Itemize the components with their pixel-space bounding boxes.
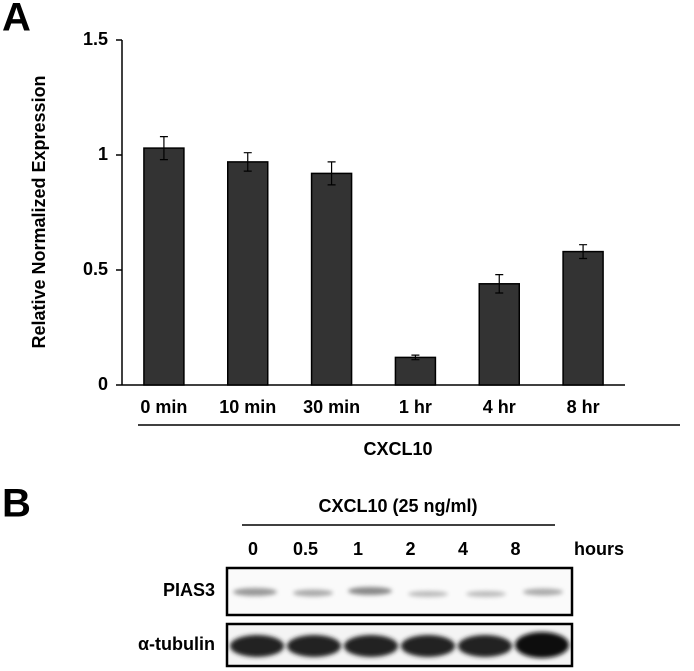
row-label: PIAS3 [163,580,215,600]
lane-label: 2 [405,539,415,559]
panel-label: B [2,482,31,526]
y-axis-label: Relative Normalized Expression [29,75,49,348]
lane-label: 4 [458,539,468,559]
bar [394,356,437,386]
error-bar [243,152,252,172]
lane-label: 0 [248,539,258,559]
group-label: CXCL10 [363,439,432,459]
x-tick-label: 10 min [219,397,276,417]
bar [478,283,520,386]
panel-label: A [2,0,31,40]
blot-box [225,622,574,668]
bar [310,172,353,386]
bar [562,250,604,386]
y-tick-label: 0.5 [83,259,108,279]
error-bar [159,136,168,161]
error-bar [411,354,420,361]
lane-label: 1 [353,539,363,559]
y-tick-label: 0 [98,374,108,394]
bar [227,161,269,386]
error-bar [579,244,588,260]
lane-unit: hours [574,539,624,559]
y-tick-label: 1 [98,144,108,164]
bar [143,147,185,386]
x-tick-label: 0 min [140,397,187,417]
blot-bands [230,587,569,658]
x-tick-label: 8 hr [567,397,600,417]
row-label: α-tubulin [138,634,215,654]
treatment-label: CXCL10 (25 ng/ml) [318,496,477,516]
lane-label: 0.5 [293,539,318,559]
x-tick-label: 4 hr [483,397,516,417]
error-bar [327,161,336,186]
error-bar [495,274,504,294]
x-tick-label: 1 hr [399,397,432,417]
x-tick-label: 30 min [303,397,360,417]
blot-box [225,566,574,617]
lane-label: 8 [510,539,520,559]
y-tick-label: 1.5 [83,29,108,49]
